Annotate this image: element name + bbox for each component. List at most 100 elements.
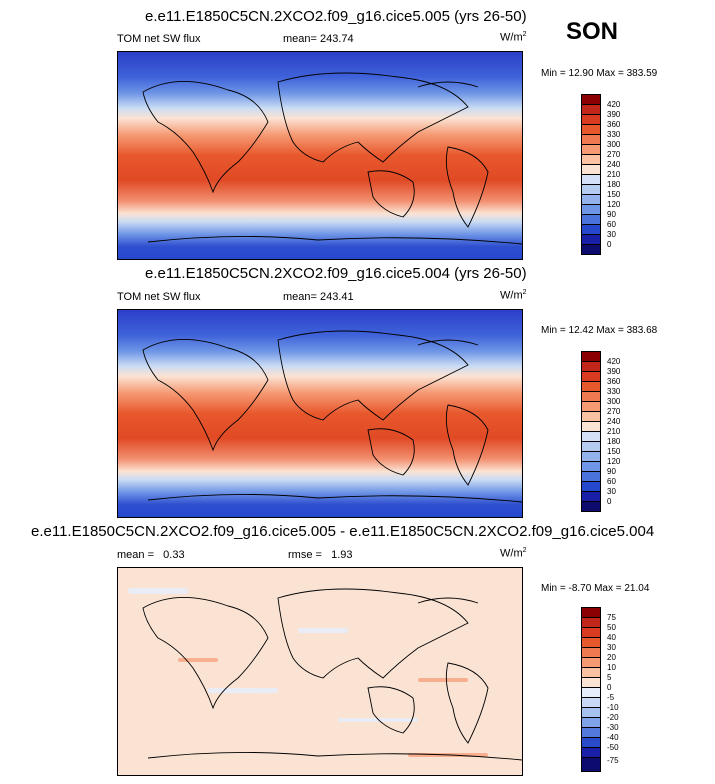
panel2-units: W/m2 xyxy=(500,289,527,302)
panel3-mean-label: mean = 0.33 xyxy=(117,549,185,561)
panel2-legend-tick: 300 xyxy=(607,397,621,406)
panel1-legend-tick: 270 xyxy=(607,150,621,159)
panel3-legend-tick: 20 xyxy=(607,653,616,662)
panel1-legend-swatch xyxy=(582,195,600,205)
panel1-legend-tick: 330 xyxy=(607,130,621,139)
panel3-map-svg xyxy=(118,568,522,775)
panel1-legend-tick: 30 xyxy=(607,230,616,239)
panel2-title: e.e11.E1850C5CN.2XCO2.f09_g16.cice5.004 … xyxy=(145,265,527,282)
panel1-legend-swatch xyxy=(582,245,600,254)
panel1-legend-tick: 210 xyxy=(607,170,621,179)
panel1-title: e.e11.E1850C5CN.2XCO2.f09_g16.cice5.005 … xyxy=(145,8,527,25)
panel1-legend-tick: 180 xyxy=(607,180,621,189)
panel2-legend-swatch xyxy=(582,352,600,362)
panel3-legend-swatch xyxy=(582,668,600,678)
panel2-legend-tick: 0 xyxy=(607,497,612,506)
panel3-legend-swatch xyxy=(582,648,600,658)
panel1-legend-tick: 360 xyxy=(607,120,621,129)
panel2-legend-tick: 360 xyxy=(607,377,621,386)
panel2-legend-swatch xyxy=(582,422,600,432)
panel3-legend-swatch xyxy=(582,738,600,748)
panel3-rmse-label: rmse = 1.93 xyxy=(288,549,353,561)
panel1-legend-swatch xyxy=(582,205,600,215)
panel2-legend-tick: 150 xyxy=(607,447,621,456)
panel2-legend-swatch xyxy=(582,442,600,452)
panel3-legend-swatch xyxy=(582,748,600,758)
panel1-legend-tick: 90 xyxy=(607,210,616,219)
panel2-legend-swatch xyxy=(582,482,600,492)
panel3-legend-swatch xyxy=(582,758,600,771)
panel2-legend-tick: 180 xyxy=(607,437,621,446)
panel3-legend-swatch xyxy=(582,608,600,618)
panel1-mean-label: mean= 243.74 xyxy=(283,33,354,45)
panel1-units: W/m2 xyxy=(500,31,527,44)
panel3-legend-tick: -30 xyxy=(607,723,619,732)
panel1-legend-swatch xyxy=(582,115,600,125)
panel1-variable-label: TOM net SW flux xyxy=(117,33,201,45)
panel3-legend-tick: 5 xyxy=(607,673,612,682)
panel3-legend-swatch xyxy=(582,708,600,718)
panel1-legend-swatch xyxy=(582,235,600,245)
panel3-legend-tick: 0 xyxy=(607,683,612,692)
panel2-legend-swatch xyxy=(582,362,600,372)
panel2-legend-tick: 30 xyxy=(607,487,616,496)
panel1-minmax: Min = 12.90 Max = 383.59 xyxy=(541,68,658,79)
panel1-legend-swatch xyxy=(582,155,600,165)
panel3-map xyxy=(117,567,523,776)
panel1-legend-tick: 390 xyxy=(607,110,621,119)
panel3-units: W/m2 xyxy=(500,547,527,560)
panel1-legend-tick: 420 xyxy=(607,100,621,109)
panel3-minmax: Min = -8.70 Max = 21.04 xyxy=(541,583,650,594)
panel3-legend-tick: 30 xyxy=(607,643,616,652)
panel3-legend-tick: -40 xyxy=(607,733,619,742)
panel2-legend-swatch xyxy=(582,392,600,402)
panel1-legend-swatch xyxy=(582,135,600,145)
panel2-map-svg xyxy=(118,310,522,517)
panel1-legend-tick: 60 xyxy=(607,220,616,229)
panel1-legend-swatch xyxy=(582,175,600,185)
panel3-legend-swatch xyxy=(582,718,600,728)
panel1-legend-colorbar xyxy=(581,94,601,255)
panel2-legend-swatch xyxy=(582,452,600,462)
panel3-title: e.e11.E1850C5CN.2XCO2.f09_g16.cice5.005 … xyxy=(31,523,655,540)
panel3-legend-swatch xyxy=(582,678,600,688)
panel3-legend-tick: -20 xyxy=(607,713,619,722)
panel2-legend-tick: 390 xyxy=(607,367,621,376)
panel3-legend-tick: -75 xyxy=(607,756,619,765)
panel3-legend-swatch xyxy=(582,638,600,648)
panel2-legend-tick: 120 xyxy=(607,457,621,466)
panel2-legend-swatch xyxy=(582,412,600,422)
panel2-map xyxy=(117,309,523,518)
panel2-variable-label: TOM net SW flux xyxy=(117,291,201,303)
panel1-legend-swatch xyxy=(582,105,600,115)
panel1-legend-swatch xyxy=(582,145,600,155)
panel2-legend-tick: 330 xyxy=(607,387,621,396)
panel2-legend-tick: 240 xyxy=(607,417,621,426)
panel2-legend-swatch xyxy=(582,402,600,412)
panel3-legend-swatch xyxy=(582,688,600,698)
panel3-legend-tick: -5 xyxy=(607,693,615,702)
panel2-legend-tick: 90 xyxy=(607,467,616,476)
panel1-legend-swatch xyxy=(582,185,600,195)
panel1-legend-swatch xyxy=(582,95,600,105)
panel1-legend-swatch xyxy=(582,165,600,175)
panel2-legend-swatch xyxy=(582,372,600,382)
panel2-legend-tick: 210 xyxy=(607,427,621,436)
panel2-legend-tick: 420 xyxy=(607,357,621,366)
panel1-legend-swatch xyxy=(582,225,600,235)
panel2-legend-swatch xyxy=(582,462,600,472)
panel1-legend-tick: 240 xyxy=(607,160,621,169)
panel3-legend-swatch xyxy=(582,698,600,708)
panel3-legend-tick: -50 xyxy=(607,743,619,752)
panel1-legend-tick: 150 xyxy=(607,190,621,199)
panel2-legend-swatch xyxy=(582,382,600,392)
panel3-legend-swatch xyxy=(582,658,600,668)
panel3-legend-swatch xyxy=(582,618,600,628)
panel2-legend-swatch xyxy=(582,472,600,482)
panel3-legend-tick: 50 xyxy=(607,623,616,632)
panel3-legend-swatch xyxy=(582,628,600,638)
panel3-legend-colorbar xyxy=(581,607,601,772)
panel1-legend-tick: 0 xyxy=(607,240,612,249)
panel3-legend-tick: -10 xyxy=(607,703,619,712)
panel2-legend-swatch xyxy=(582,492,600,502)
